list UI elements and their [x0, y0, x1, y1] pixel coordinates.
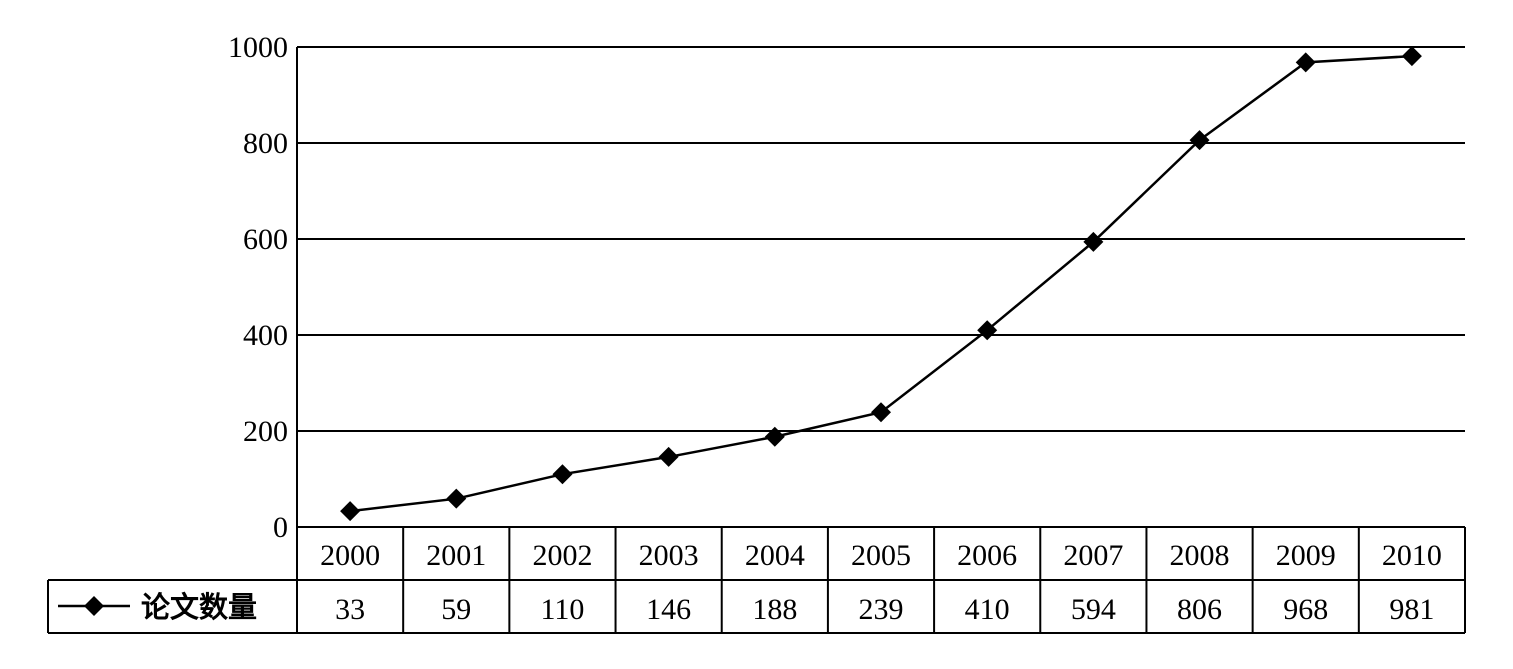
data-point: [552, 464, 573, 485]
y-axis: 0 200 400 600 800 1000: [228, 31, 298, 633]
data-table-value: 981: [1389, 593, 1434, 626]
y-tick-label: 400: [243, 319, 288, 352]
data-table-value: 594: [1071, 593, 1116, 626]
legend: 论文数量: [58, 590, 257, 624]
x-tick-label: 2009: [1276, 539, 1336, 572]
y-tick-label: 0: [273, 511, 288, 544]
data-table: 2000 33 2001 59 2002 110 2003 146 2004 188 2005 239…: [47, 526, 1466, 634]
x-tick-label: 2005: [851, 539, 911, 572]
legend-label: 论文数量: [141, 590, 257, 624]
y-tick-label: 200: [243, 415, 288, 448]
data-point: [1189, 130, 1210, 151]
x-tick-label: 2003: [639, 539, 699, 572]
data-point: [446, 488, 467, 509]
series-lines: [340, 46, 1422, 522]
y-tick-label: 600: [243, 223, 288, 256]
data-table-value: 806: [1177, 593, 1222, 626]
legend-marker: [84, 596, 104, 616]
x-tick-label: 2007: [1063, 539, 1123, 572]
data-table-value: 33: [335, 593, 365, 626]
x-tick-label: 2000: [320, 539, 380, 572]
data-point: [1401, 46, 1422, 67]
gridlines: [297, 46, 1465, 432]
data-table-value: 59: [441, 593, 471, 626]
x-tick-label: 2004: [745, 539, 805, 572]
data-table-value: 968: [1283, 593, 1328, 626]
data-point: [1083, 231, 1104, 252]
x-tick-label: 2002: [532, 539, 592, 572]
y-tick-label: 1000: [228, 31, 288, 64]
data-table-value: 410: [965, 593, 1010, 626]
data-point: [1295, 52, 1316, 73]
data-table-value: 239: [859, 593, 904, 626]
x-tick-label: 2010: [1382, 539, 1442, 572]
data-table-value: 188: [752, 593, 797, 626]
x-tick-label: 2008: [1170, 539, 1230, 572]
data-point: [871, 402, 891, 423]
data-table-value: 146: [646, 593, 691, 626]
x-tick-label: 2001: [426, 539, 486, 572]
data-point: [658, 446, 679, 467]
data-point: [764, 426, 785, 447]
y-tick-label: 800: [243, 127, 288, 160]
series-line: [349, 54, 1412, 513]
data-table-value: 110: [541, 593, 585, 626]
data-point: [340, 501, 361, 522]
x-tick-label: 2006: [957, 539, 1017, 572]
data-point: [977, 320, 998, 341]
